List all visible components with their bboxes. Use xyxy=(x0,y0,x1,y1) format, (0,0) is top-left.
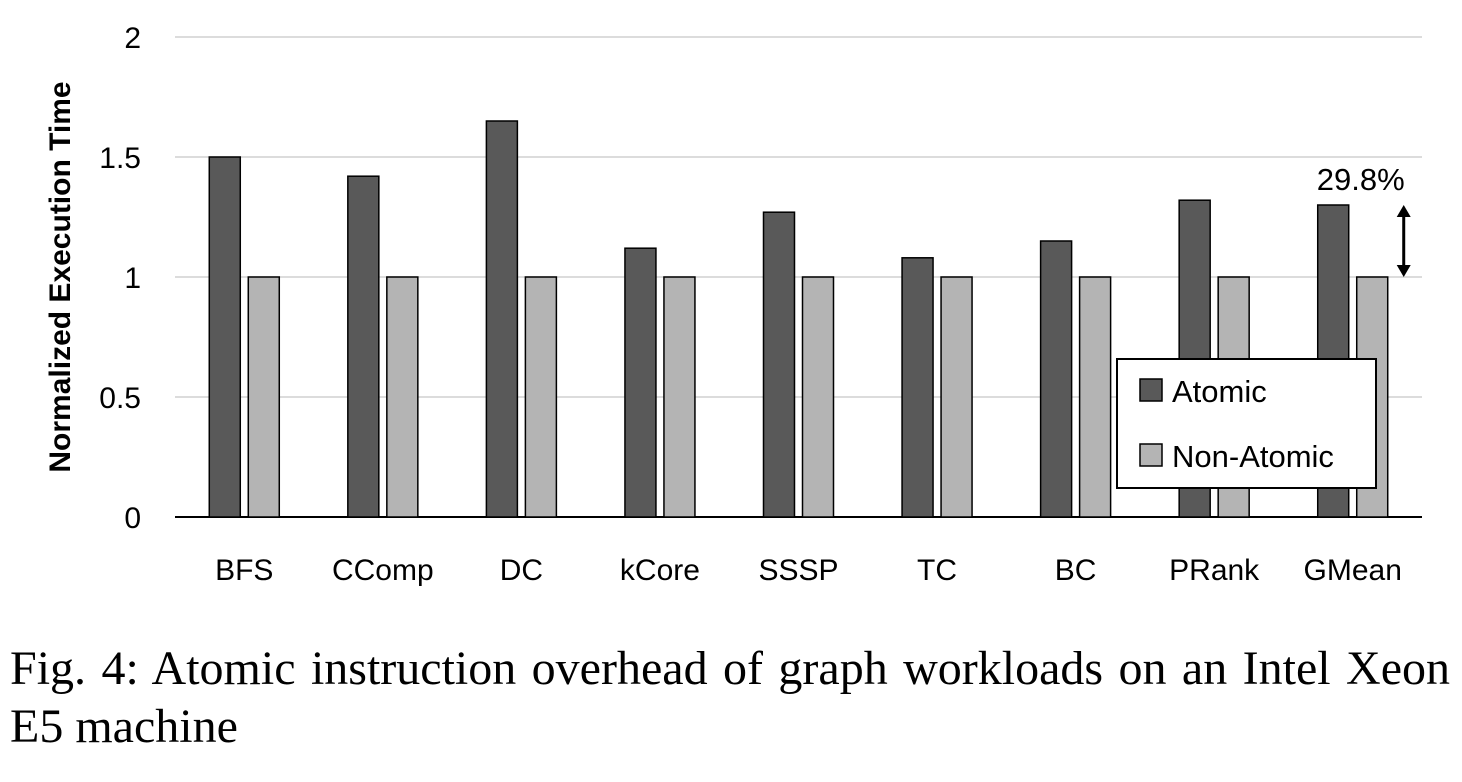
x-tick-label: DC xyxy=(500,554,543,587)
x-tick-label: CComp xyxy=(332,554,434,587)
legend-swatch-non-atomic xyxy=(1139,443,1163,467)
bar-non-atomic-dc xyxy=(524,276,558,518)
bar-atomic-bc xyxy=(1039,240,1073,518)
legend-label-atomic: Atomic xyxy=(1172,374,1267,409)
x-tick-label: PRank xyxy=(1169,554,1260,587)
bars xyxy=(208,120,1389,518)
x-tick-labels: BFS CComp DC kCore SSSP TC BC PRank GMean xyxy=(215,554,1402,587)
bar-non-atomic-bfs xyxy=(247,276,281,518)
gridlines xyxy=(175,36,1422,518)
bar-non-atomic-kcore xyxy=(663,276,696,518)
x-tick-label: BC xyxy=(1055,554,1097,587)
bar-non-atomic-ccomp xyxy=(386,276,419,518)
legend: Atomic Non-Atomic xyxy=(1116,358,1377,489)
y-axis-label: Normalized Execution Time xyxy=(44,81,77,472)
bar-non-atomic-tc xyxy=(940,276,973,518)
annotation-label: 29.8% xyxy=(1317,162,1405,197)
y-tick-label: 2 xyxy=(124,22,141,55)
gmean-annotation: 29.8% xyxy=(1317,162,1411,277)
bar-chart: 0 0.5 1 1.5 2 Normalized Execution Time BFS C… xyxy=(44,22,1422,587)
bar-atomic-ccomp xyxy=(347,175,380,518)
y-tick-label: 1 xyxy=(124,262,141,295)
bar-non-atomic-bc xyxy=(1078,276,1112,518)
y-tick-labels: 0 0.5 1 1.5 2 xyxy=(99,22,141,535)
bar-atomic-sssp xyxy=(762,211,796,518)
x-tick-label: kCore xyxy=(620,554,700,587)
bar-atomic-kcore xyxy=(624,247,657,518)
y-tick-label: 0 xyxy=(124,502,141,535)
bar-atomic-bfs xyxy=(208,156,242,518)
x-tick-label: SSSP xyxy=(758,554,838,587)
legend-swatch-atomic xyxy=(1139,378,1163,402)
y-tick-label: 1.5 xyxy=(99,142,141,175)
x-tick-label: GMean xyxy=(1304,554,1402,587)
bar-atomic-dc xyxy=(485,120,519,518)
legend-label-non-atomic: Non-Atomic xyxy=(1172,439,1334,474)
annotation-arrowhead-bottom xyxy=(1396,265,1411,277)
bar-non-atomic-sssp xyxy=(801,276,835,518)
annotation-arrowhead-top xyxy=(1396,205,1411,217)
x-tick-label: TC xyxy=(917,554,957,587)
bar-atomic-tc xyxy=(901,257,934,518)
figure-caption: Fig. 4: Atomic instruction overhead of g… xyxy=(10,642,1450,753)
x-tick-label: BFS xyxy=(215,554,273,587)
y-tick-label: 0.5 xyxy=(99,382,141,415)
